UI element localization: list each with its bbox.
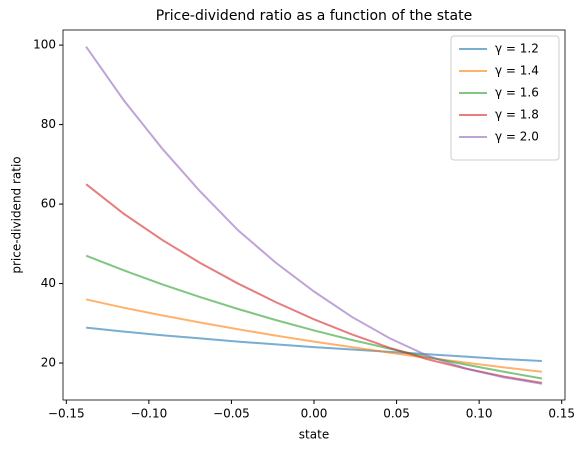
plot-frame [62,29,566,401]
y-tick-label: 60 [41,197,56,211]
x-tick-label: −0.15 [48,407,85,421]
legend-label: γ = 2.0 [495,130,539,144]
y-tick-label: 100 [33,38,56,52]
chart-title: Price-dividend ratio as a function of th… [156,8,472,24]
y-axis-label: price-dividend ratio [10,156,24,273]
legend-label: γ = 1.8 [495,108,539,122]
y-tick-label: 20 [41,356,56,370]
x-tick-label: −0.10 [130,407,167,421]
series-line [85,183,543,384]
y-tick-label: 80 [41,117,56,131]
y-tick-label: 40 [41,276,56,290]
x-axis-label: state [299,428,329,442]
legend-label: γ = 1.6 [495,86,539,100]
legend-label: γ = 1.4 [495,64,539,78]
legend-box [450,35,560,161]
series-line [86,326,542,363]
series-line [85,298,542,373]
x-tick-label: 0.15 [548,407,575,421]
x-tick-label: −0.05 [213,407,250,421]
legend-label: γ = 1.2 [495,42,539,56]
series-line [85,46,543,385]
x-tick-label: 0.10 [466,407,493,421]
x-tick-label: 0.05 [383,407,410,421]
series-line [85,254,543,380]
x-tick-label: 0.00 [301,407,328,421]
